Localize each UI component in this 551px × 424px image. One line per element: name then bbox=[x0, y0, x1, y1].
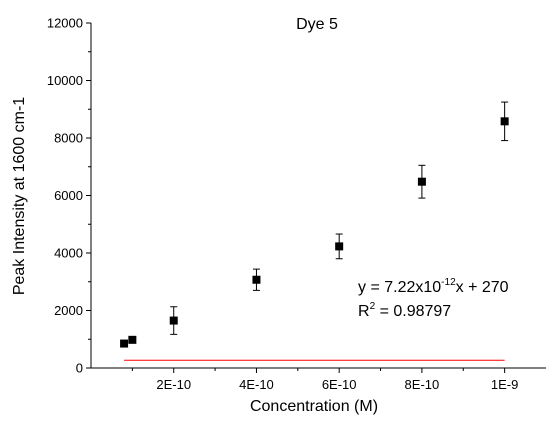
data-point bbox=[169, 316, 178, 325]
equation-exponent: -12 bbox=[441, 277, 456, 288]
y-axis-title: Peak Intensity at 1600 cm-1 bbox=[11, 97, 28, 295]
data-point bbox=[335, 242, 344, 251]
y-tick-label: 2000 bbox=[54, 303, 83, 318]
r2-exponent: 2 bbox=[370, 301, 376, 312]
x-axis-title: Concentration (M) bbox=[250, 398, 378, 415]
y-tick-label: 10000 bbox=[47, 73, 83, 88]
x-ticks: 2E-10 4E-10 6E-10 8E-10 1E-9 bbox=[131, 368, 518, 392]
data-points bbox=[120, 117, 509, 348]
data-point bbox=[252, 275, 261, 284]
x-tick-label: 4E-10 bbox=[239, 377, 274, 392]
y-tick-label: 12000 bbox=[47, 16, 83, 31]
y-tick-label: 8000 bbox=[54, 131, 83, 146]
error-bars bbox=[170, 101, 509, 335]
r-squared: R2 = 0.98797 bbox=[358, 301, 451, 320]
x-tick-label: 8E-10 bbox=[405, 377, 440, 392]
equation-suffix: x + 270 bbox=[456, 279, 509, 296]
chart-title: Dye 5 bbox=[296, 16, 338, 33]
r2-suffix: = 0.98797 bbox=[375, 303, 451, 320]
regression-equation: y = 7.22x10-12x + 270 bbox=[358, 277, 509, 296]
x-tick-label: 2E-10 bbox=[156, 377, 191, 392]
y-tick-label: 4000 bbox=[54, 246, 83, 261]
y-ticks: 0 2000 4000 6000 8000 10000 12000 bbox=[47, 16, 91, 376]
x-tick-label: 6E-10 bbox=[322, 377, 357, 392]
r2-prefix: R bbox=[358, 303, 370, 320]
x-tick-label: 1E-9 bbox=[491, 377, 518, 392]
equation-prefix: y = 7.22x10 bbox=[358, 279, 441, 296]
data-point bbox=[128, 335, 137, 344]
data-point bbox=[120, 339, 129, 348]
y-tick-label: 6000 bbox=[54, 188, 83, 203]
y-tick-label: 0 bbox=[76, 361, 83, 376]
data-point bbox=[500, 117, 509, 126]
data-point bbox=[417, 177, 426, 186]
